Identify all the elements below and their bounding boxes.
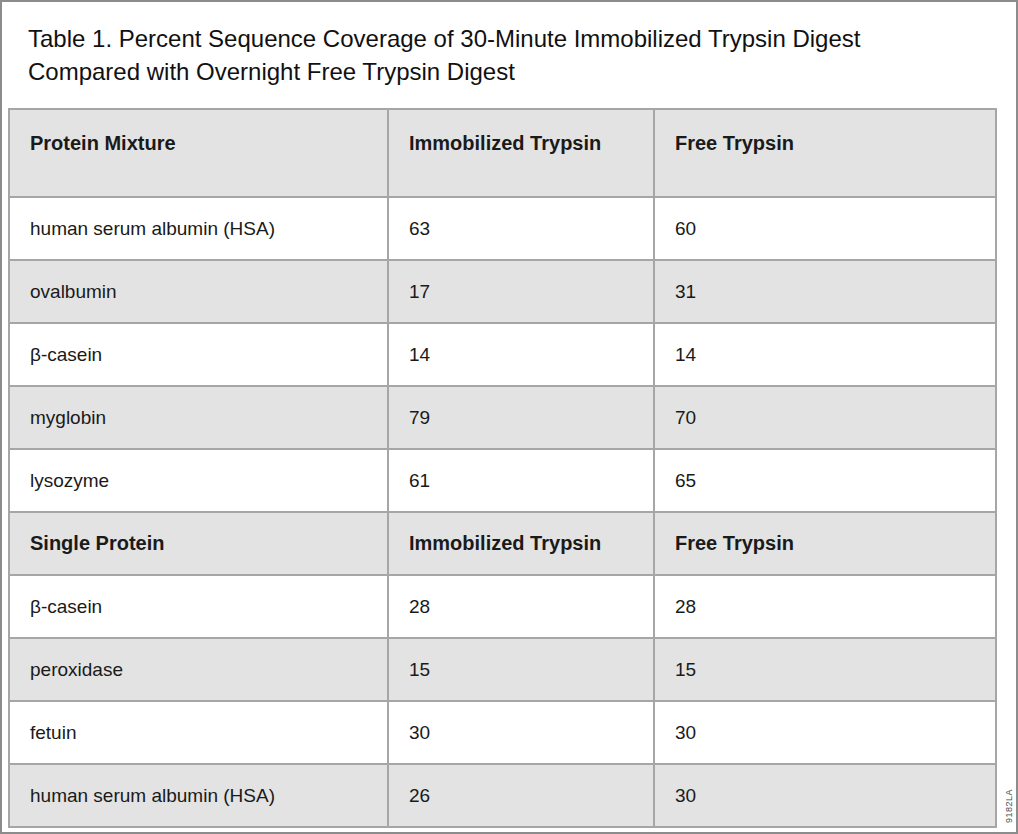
free-value-cell: 31	[654, 260, 996, 323]
column-header-single-protein: Single Protein	[9, 512, 388, 575]
column-header-immobilized-trypsin: Immobilized Trypsin	[388, 512, 654, 575]
free-value-cell: 30	[654, 701, 996, 764]
protein-name-cell: lysozyme	[9, 449, 388, 512]
table-row: lysozyme 61 65	[9, 449, 996, 512]
immobilized-value-cell: 61	[388, 449, 654, 512]
free-value-cell: 28	[654, 575, 996, 638]
immobilized-value-cell: 26	[388, 764, 654, 827]
table-figure-page: { "title": { "line1": "Table 1. Percent …	[0, 0, 1018, 834]
immobilized-value-cell: 63	[388, 197, 654, 260]
free-value-cell: 14	[654, 323, 996, 386]
free-value-cell: 65	[654, 449, 996, 512]
table-row: β-casein 14 14	[9, 323, 996, 386]
free-value-cell: 60	[654, 197, 996, 260]
protein-name-cell: β-casein	[9, 323, 388, 386]
free-value-cell: 15	[654, 638, 996, 701]
immobilized-value-cell: 30	[388, 701, 654, 764]
protein-name-cell: myglobin	[9, 386, 388, 449]
table-title: Table 1. Percent Sequence Coverage of 30…	[28, 22, 978, 88]
table-title-line2: Compared with Overnight Free Trypsin Dig…	[28, 55, 978, 88]
immobilized-value-cell: 15	[388, 638, 654, 701]
coverage-table: Protein Mixture Immobilized Trypsin Free…	[8, 108, 997, 828]
table-title-line1: Table 1. Percent Sequence Coverage of 30…	[28, 22, 978, 55]
column-header-free-trypsin: Free Trypsin	[654, 512, 996, 575]
figure-id-watermark: 9182LA	[1003, 788, 1015, 824]
protein-name-cell: fetuin	[9, 701, 388, 764]
protein-name-cell: β-casein	[9, 575, 388, 638]
section2-header-row: Single Protein Immobilized Trypsin Free …	[9, 512, 996, 575]
protein-name-cell: ovalbumin	[9, 260, 388, 323]
table-row: fetuin 30 30	[9, 701, 996, 764]
table-row: human serum albumin (HSA) 63 60	[9, 197, 996, 260]
table-row: myglobin 79 70	[9, 386, 996, 449]
column-header-protein-mixture: Protein Mixture	[9, 109, 388, 197]
table-row: β-casein 28 28	[9, 575, 996, 638]
free-value-cell: 70	[654, 386, 996, 449]
section1-header-row: Protein Mixture Immobilized Trypsin Free…	[9, 109, 996, 197]
immobilized-value-cell: 17	[388, 260, 654, 323]
immobilized-value-cell: 14	[388, 323, 654, 386]
immobilized-value-cell: 79	[388, 386, 654, 449]
protein-name-cell: peroxidase	[9, 638, 388, 701]
protein-name-cell: human serum albumin (HSA)	[9, 764, 388, 827]
protein-name-cell: human serum albumin (HSA)	[9, 197, 388, 260]
column-header-free-trypsin: Free Trypsin	[654, 109, 996, 197]
free-value-cell: 30	[654, 764, 996, 827]
table-row: human serum albumin (HSA) 26 30	[9, 764, 996, 827]
immobilized-value-cell: 28	[388, 575, 654, 638]
column-header-immobilized-trypsin: Immobilized Trypsin	[388, 109, 654, 197]
table-row: ovalbumin 17 31	[9, 260, 996, 323]
table-row: peroxidase 15 15	[9, 638, 996, 701]
